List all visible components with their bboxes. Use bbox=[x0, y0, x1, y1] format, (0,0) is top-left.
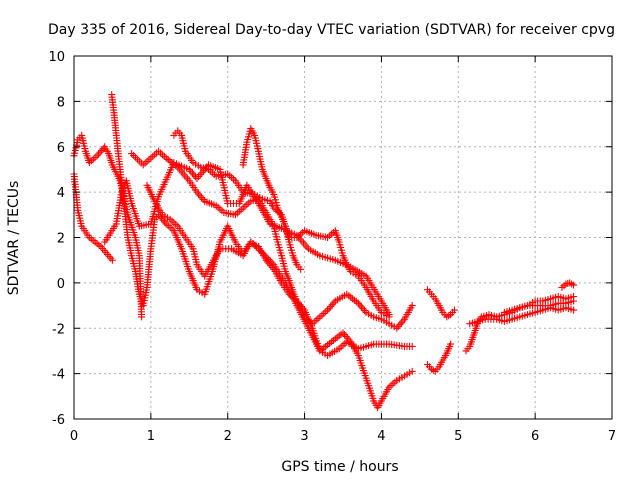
x-tick-label: 7 bbox=[608, 429, 616, 444]
x-tick-label: 1 bbox=[147, 429, 155, 444]
y-tick-label: 2 bbox=[57, 232, 65, 247]
y-tick-label: 10 bbox=[48, 50, 65, 65]
y-tick-label: -2 bbox=[52, 322, 65, 337]
y-tick-label: 8 bbox=[57, 95, 65, 110]
plus-marker bbox=[297, 265, 305, 273]
series-track-h bbox=[239, 125, 305, 273]
plot-frame bbox=[73, 55, 613, 420]
plus-marker bbox=[570, 281, 578, 289]
x-tick-label: 3 bbox=[300, 429, 308, 444]
plus-marker bbox=[447, 340, 455, 348]
plus-marker bbox=[408, 342, 416, 350]
plus-marker bbox=[408, 367, 416, 375]
y-tick-label: 0 bbox=[57, 277, 65, 292]
plus-marker bbox=[138, 313, 146, 321]
x-axis-label: GPS time / hours bbox=[281, 459, 398, 475]
series-track-j bbox=[424, 340, 455, 375]
x-tick-label: 6 bbox=[531, 429, 539, 444]
plus-marker bbox=[385, 313, 393, 321]
axes: 0 1 2 3 4 5 6 7 -6 -4 -2 0 2 4 6 8 10 bbox=[48, 50, 616, 444]
x-tick-label: 4 bbox=[377, 429, 385, 444]
series-track-m bbox=[500, 297, 578, 316]
data-marks bbox=[70, 91, 578, 412]
series-track-n bbox=[558, 279, 578, 291]
series-track-f bbox=[143, 181, 416, 359]
y-tick-label: -6 bbox=[52, 413, 65, 428]
series-track-e bbox=[128, 147, 416, 332]
plus-marker bbox=[570, 306, 578, 314]
chart-title: Day 335 of 2016, Sidereal Day-to-day VTE… bbox=[48, 22, 615, 38]
y-axis-label: SDTVAR / TECUs bbox=[6, 181, 22, 296]
x-tick-label: 0 bbox=[70, 429, 78, 444]
series-track-l bbox=[466, 304, 578, 328]
y-tick-label: 6 bbox=[57, 141, 65, 156]
plus-marker bbox=[108, 256, 116, 264]
series-track-i bbox=[424, 286, 458, 321]
y-tick-label: -4 bbox=[52, 368, 65, 383]
x-tick-label: 5 bbox=[454, 429, 462, 444]
plus-marker bbox=[450, 306, 458, 314]
plus-marker bbox=[408, 302, 416, 310]
grid-lines bbox=[74, 56, 612, 419]
x-tick-label: 2 bbox=[224, 429, 232, 444]
plus-marker bbox=[570, 297, 578, 305]
y-tick-label: 4 bbox=[57, 186, 65, 201]
